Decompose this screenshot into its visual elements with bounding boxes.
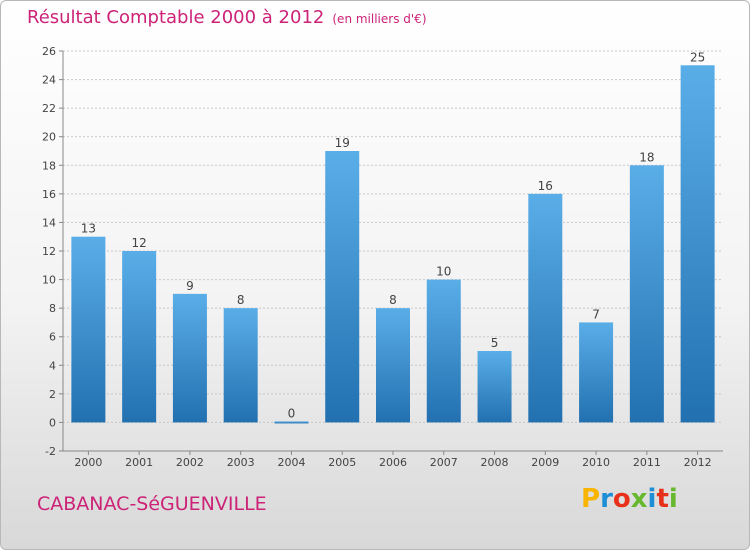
- x-tick-label-2003: 2003: [227, 456, 255, 469]
- x-tick-label-2004: 2004: [277, 456, 305, 469]
- bar-2004: [274, 421, 309, 424]
- y-tick-label: 4: [49, 359, 56, 372]
- x-tick-label-2011: 2011: [633, 456, 661, 469]
- x-tick-label-2010: 2010: [582, 456, 610, 469]
- data-label-2005: 19: [335, 136, 350, 150]
- logo-letter: t: [656, 484, 669, 514]
- x-tick-label-2008: 2008: [481, 456, 509, 469]
- logo-letter: P: [581, 484, 601, 514]
- proxiti-logo: Proxiti: [581, 484, 678, 514]
- y-tick-label: 24: [42, 74, 56, 87]
- y-tick-label: 22: [42, 102, 56, 115]
- chart-title-block: Résultat Comptable 2000 à 2012 (en millie…: [27, 7, 427, 28]
- y-tick-label: 10: [42, 274, 56, 287]
- bar-2008: [477, 351, 512, 423]
- bar-2003: [223, 308, 258, 423]
- bar-2006: [376, 308, 410, 423]
- y-tick-label: 26: [42, 45, 56, 58]
- y-tick-label: 2: [49, 388, 56, 401]
- chart-subtitle: (en milliers d'€): [332, 12, 427, 26]
- bar-2000: [71, 236, 106, 423]
- logo-letter: i: [647, 484, 657, 514]
- y-tick-label: 0: [49, 416, 56, 429]
- bar-2007: [426, 279, 461, 423]
- bar-2011: [629, 165, 664, 423]
- y-tick-label: -2: [45, 445, 56, 458]
- data-label-2010: 7: [592, 307, 600, 321]
- chart-title: Résultat Comptable 2000 à 2012: [27, 7, 325, 28]
- x-tick-label-2012: 2012: [684, 456, 712, 469]
- y-tick-label: 18: [42, 159, 56, 172]
- data-label-2001: 12: [132, 236, 147, 250]
- bar-2010: [579, 322, 614, 423]
- bar-2012: [680, 65, 715, 423]
- data-label-2009: 16: [538, 179, 553, 193]
- bar-2001: [122, 251, 157, 423]
- logo-letter: r: [600, 484, 613, 514]
- y-tick-label: 8: [49, 302, 56, 315]
- x-tick-label-2009: 2009: [531, 456, 559, 469]
- x-tick-label-2000: 2000: [74, 456, 102, 469]
- y-tick-label: 16: [42, 188, 56, 201]
- data-label-2000: 13: [81, 222, 96, 236]
- y-tick-label: 6: [49, 331, 56, 344]
- data-label-2003: 8: [237, 293, 245, 307]
- logo-letter: x: [630, 484, 648, 514]
- x-tick-label-2002: 2002: [176, 456, 204, 469]
- bar-2009: [528, 193, 563, 423]
- place-name: CABANAC-SéGUENVILLE: [37, 493, 267, 515]
- bar-2002: [172, 293, 207, 423]
- data-label-2007: 10: [436, 265, 451, 279]
- y-tick-label: 20: [42, 131, 56, 144]
- logo-letter: o: [612, 484, 631, 514]
- bar-2005: [325, 151, 360, 423]
- x-tick-label-2001: 2001: [125, 456, 153, 469]
- data-label-2004: 0: [288, 406, 296, 420]
- data-label-2006: 8: [389, 293, 397, 307]
- y-tick-label: 12: [42, 245, 56, 258]
- data-label-2011: 18: [639, 150, 654, 164]
- data-label-2008: 5: [491, 336, 499, 350]
- data-label-2002: 9: [186, 279, 194, 293]
- x-tick-label-2007: 2007: [430, 456, 458, 469]
- x-tick-label-2006: 2006: [379, 456, 407, 469]
- x-tick-label-2005: 2005: [328, 456, 356, 469]
- y-tick-label: 14: [42, 216, 56, 229]
- logo-letter: i: [668, 484, 678, 514]
- data-label-2012: 25: [690, 50, 705, 64]
